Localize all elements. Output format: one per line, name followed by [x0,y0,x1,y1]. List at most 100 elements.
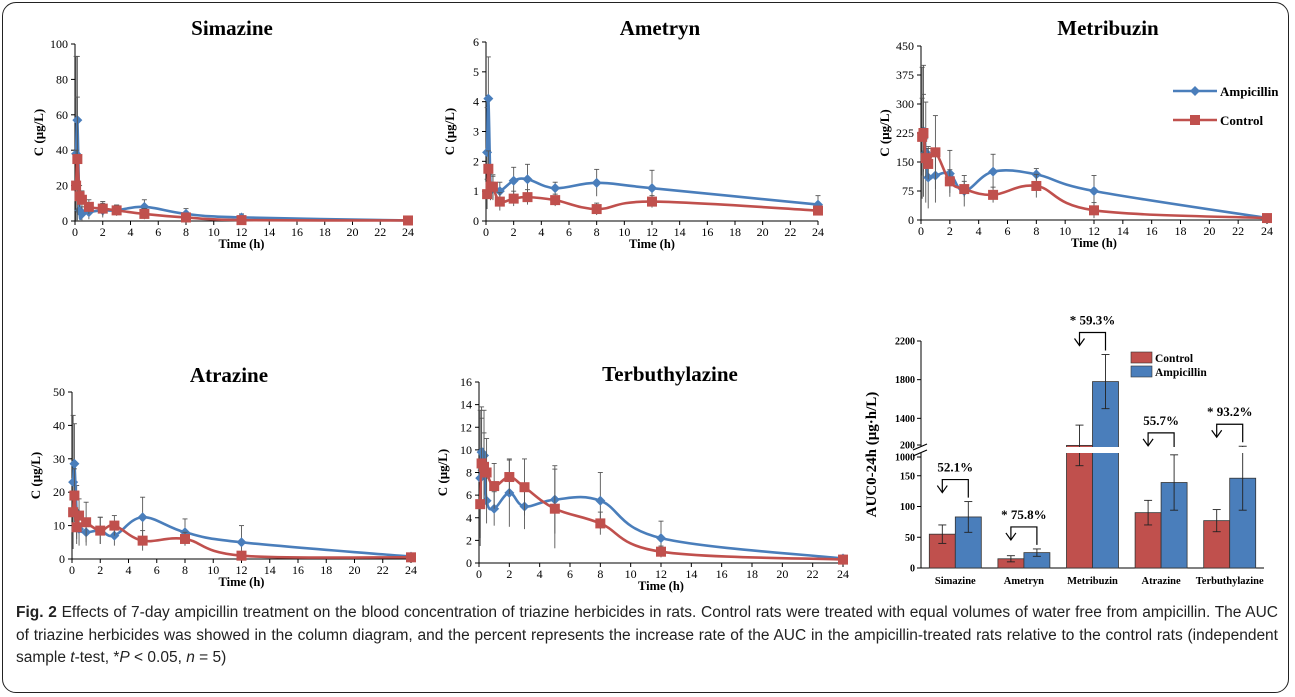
x-tick-label: 0 [69,563,75,577]
control-point [519,482,530,493]
control-point [489,481,500,492]
caption-text-2: -test, * [74,649,120,666]
annotation-label: 55.7% [1143,413,1179,428]
y-tick-label: 5 [473,65,479,79]
control-point [403,215,413,226]
y-axis-label: C (μg/L) [442,108,457,155]
ampicillin-point [68,477,79,488]
x-tick-label: 6 [567,567,573,581]
legend-ampicillin-marker [1190,86,1200,96]
legend-control-label: Control [1220,113,1263,128]
control-point [236,215,247,226]
control-point [236,550,247,561]
annotation-bracket [1010,526,1038,545]
chart-title: Atrazine [190,363,268,387]
control-point [475,499,486,510]
x-tick-label: 8 [594,225,600,239]
y-tick-label: 2 [466,533,472,547]
bar-category-label: Ametryn [1004,576,1044,587]
bar-category-label: Simazine [935,576,976,587]
x-tick-label: 4 [537,567,543,581]
ampicillin-point [482,147,493,158]
x-tick-label: 14 [264,563,276,577]
control-series-line [920,130,1268,220]
bar-y-axis-label: AUC0-24h (μg·h/L) [864,392,880,518]
x-tick-label: 0 [918,224,924,238]
control-point [647,196,657,207]
line-legend: Ampicillin Control [1173,84,1279,128]
control-point [494,196,505,207]
x-tick-label: 24 [405,563,417,577]
control-point [944,176,955,187]
y-tick-label: 20 [56,179,68,193]
control-point [76,194,87,205]
ampicillin-point [647,183,657,194]
control-point [1262,213,1272,224]
annotation-arrow [936,485,948,494]
control-point [479,461,490,472]
control-point [656,546,666,557]
x-tick-label: 0 [72,225,78,239]
x-axis-label: Time (h) [638,579,684,593]
y-tick-label: 375 [896,68,914,82]
y-tick-label: 3 [473,125,479,139]
caption-text-1: Effects of 7-day ampicillin treatment on… [16,604,1278,666]
axis-break-mark [912,449,928,457]
x-tick-label: 18 [746,567,758,581]
control-point [920,153,931,164]
ampicillin-point [236,537,247,548]
y-tick-label: 50 [53,385,65,399]
axis-break-mark [912,443,928,451]
control-point [180,533,190,544]
x-tick-label: 18 [319,225,331,239]
x-tick-label: 4 [976,224,982,238]
y-tick-label: 8 [466,466,472,480]
ampicillin-series-line [74,117,409,222]
x-tick-label: 2 [506,567,512,581]
annotation-label: * 75.8% [1001,507,1047,522]
x-tick-label: 18 [1175,224,1187,238]
x-tick-label: 6 [1005,224,1011,238]
y-tick-label: 225 [896,126,914,140]
x-tick-label: 16 [701,225,713,239]
x-axis-label: Time (h) [1071,236,1117,250]
annotation-arrow [1005,532,1017,541]
legend-ampicillin-label: Ampicillin [1220,84,1279,99]
y-tick-label: 40 [56,143,68,157]
chart-title: Simazine [191,16,273,40]
y-tick-label: 0 [473,214,479,228]
y-tick-label: 60 [56,108,68,122]
x-tick-label: 20 [347,225,359,239]
control-point [71,180,82,191]
control-point [508,193,519,204]
caption-text-3: < 0.05, [129,649,187,666]
x-tick-label: 8 [1033,224,1039,238]
x-tick-label: 10 [618,225,630,239]
control-point [68,507,79,518]
caption-text-4: = 5) [194,649,227,666]
x-tick-label: 10 [208,225,220,239]
y-tick-label: 1 [473,184,479,198]
x-tick-label: 22 [1232,224,1244,238]
x-axis-label: Time (h) [629,237,675,251]
x-tick-label: 18 [320,563,332,577]
control-point [930,147,941,158]
bar-y-tick-label: 1000 [895,453,915,464]
ampicillin-point [656,533,666,544]
control-point [83,201,94,212]
y-tick-label: 0 [466,556,472,570]
x-tick-label: 24 [812,225,824,239]
x-axis-label: Time (h) [219,575,265,589]
annotation-label: * 93.2% [1207,404,1253,419]
y-tick-label: 0 [59,552,65,566]
y-axis-label: C (μg/L) [877,109,892,156]
control-point [97,203,108,214]
ampicillin-point [550,183,561,194]
x-tick-label: 20 [1203,224,1215,238]
x-tick-label: 16 [292,563,304,577]
x-tick-label: 10 [207,563,219,577]
